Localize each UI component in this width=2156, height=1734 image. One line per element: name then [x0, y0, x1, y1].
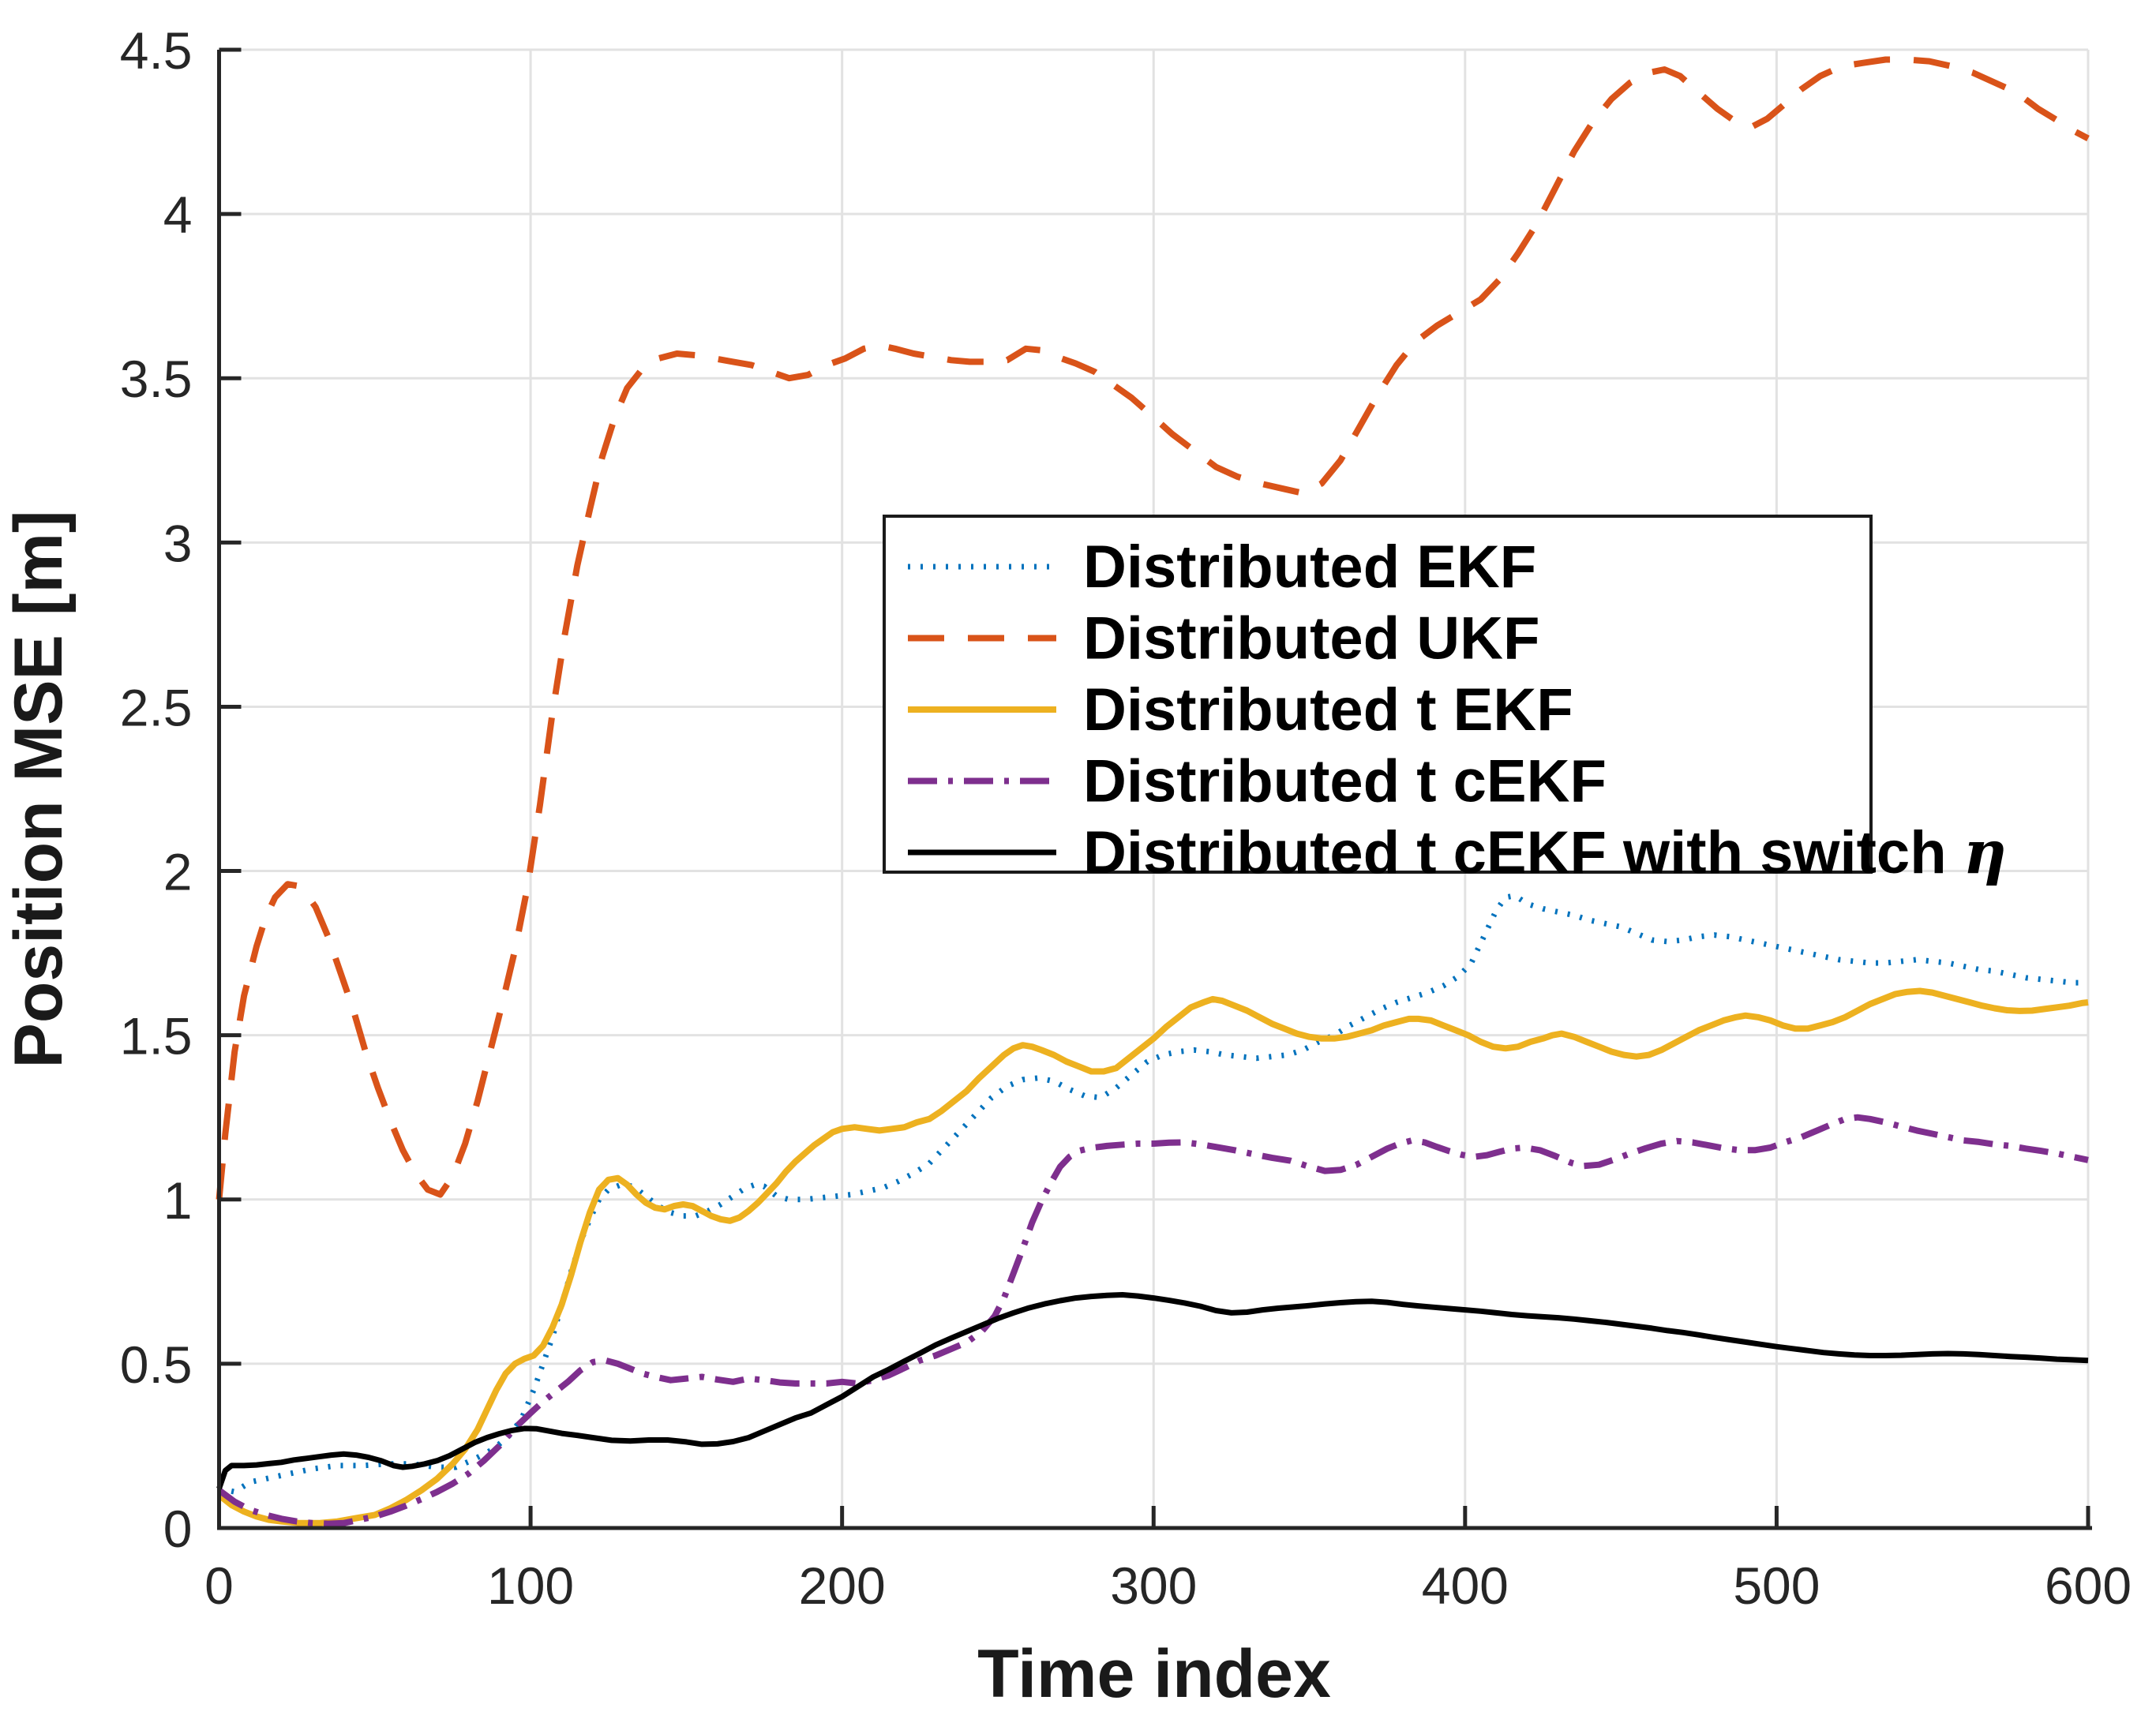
legend-row: Distributed t cEKF — [908, 748, 1607, 815]
legend-label: Distributed t cEKF — [1083, 748, 1607, 815]
legend-row: Distributed t EKF — [908, 676, 1573, 743]
x-tick-label: 200 — [799, 1556, 886, 1615]
x-tick-label: 100 — [487, 1556, 574, 1615]
x-tick-label: 0 — [204, 1556, 234, 1615]
legend-box — [883, 515, 1873, 874]
y-tick-label: 4 — [163, 185, 193, 244]
y-tick-label: 0 — [163, 1500, 193, 1558]
legend-label: Distributed UKF — [1083, 605, 1539, 672]
y-tick-label: 3.5 — [120, 350, 193, 408]
legend-row: Distributed EKF — [908, 534, 1536, 601]
legend-label: Distributed EKF — [1083, 534, 1536, 601]
series-distributed-ukf — [216, 56, 2090, 1200]
x-tick-label: 400 — [1422, 1556, 1509, 1615]
x-tick-label: 500 — [1733, 1556, 1820, 1615]
series-distributed-t-cekf-with-switch — [216, 1292, 2089, 1490]
y-tick-label: 2.5 — [120, 678, 193, 736]
series-distributed-t-ekf — [217, 987, 2089, 1526]
legend-row: Distributed UKF — [908, 605, 1539, 672]
y-tick-label: 3 — [163, 514, 193, 572]
y-tick-label: 4.5 — [120, 21, 193, 80]
legend-label: Distributed t cEKF with switch η — [1083, 817, 2007, 887]
x-tick-label: 300 — [1110, 1556, 1197, 1615]
legend-row: Distributed t cEKF with switch η — [908, 817, 2007, 887]
axis-layer — [217, 47, 2092, 1530]
y-tick-label: 1.5 — [120, 1007, 193, 1065]
series-layer — [216, 56, 2090, 1527]
tick-label-layer: 0 100 200 300 400 500 600 0 0.5 1 1.5 2 2.5 3 3.5 4 4.5 — [120, 21, 2132, 1615]
y-tick-label: 2 — [163, 843, 193, 901]
x-tick-label: 600 — [2045, 1556, 2132, 1615]
series-distributed-t-cekf — [217, 1114, 2089, 1527]
y-axis-label: Position MSE [m] — [1, 510, 77, 1068]
x-axis-label: Time index — [977, 1636, 1331, 1712]
legend-label: Distributed t EKF — [1083, 676, 1573, 743]
y-tick-label: 0.5 — [120, 1335, 193, 1394]
y-tick-label: 1 — [163, 1171, 193, 1230]
